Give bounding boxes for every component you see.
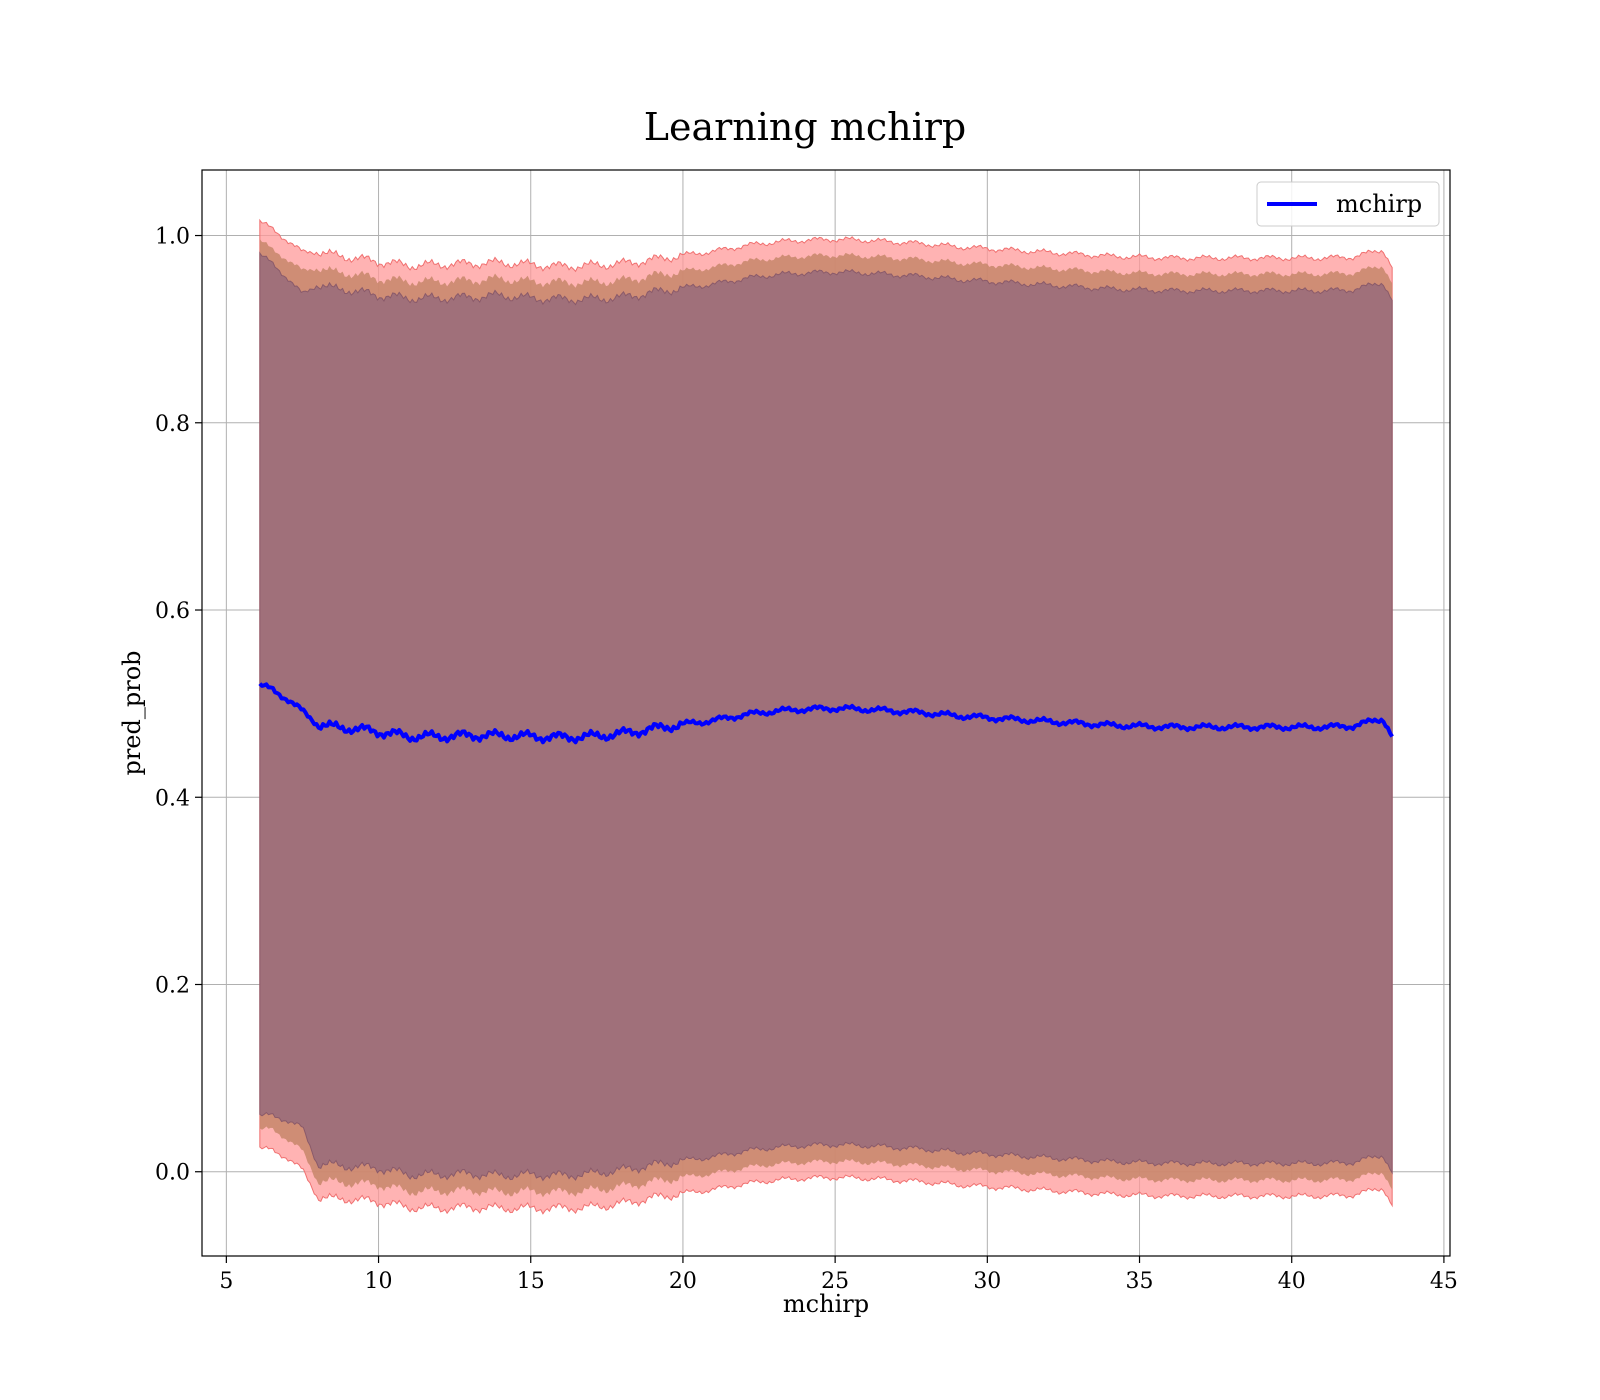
y-tick-label: 0.6 <box>155 599 190 624</box>
y-tick-label: 0.0 <box>155 1161 190 1186</box>
x-tick-label: 30 <box>973 1269 1001 1294</box>
y-tick-label: 1.0 <box>155 225 190 250</box>
confidence-bands <box>259 218 1393 1215</box>
y-axis-label: pred_prob <box>118 650 146 775</box>
y-axis-ticks: 0.0 0.2 0.4 0.6 0.8 1.0 <box>155 225 202 1186</box>
y-tick-label: 0.2 <box>155 974 190 999</box>
series-line-mchirp <box>258 682 1394 745</box>
x-tick-label: 5 <box>219 1269 233 1294</box>
x-axis-label: mchirp <box>783 1290 869 1318</box>
legend-box <box>1256 181 1440 227</box>
x-tick-label: 40 <box>1278 1269 1306 1294</box>
x-tick-label: 20 <box>669 1269 697 1294</box>
series-lines <box>258 682 1394 745</box>
x-tick-label: 35 <box>1126 1269 1154 1294</box>
chart-title: Learning mchirp <box>644 105 966 149</box>
y-tick-label: 0.4 <box>155 786 190 811</box>
x-axis-ticks: 5 10 15 20 25 30 35 40 45 <box>219 1256 1458 1294</box>
plot-frame <box>201 169 1451 1257</box>
y-tick-label: 0.8 <box>155 412 190 437</box>
legend: mchirp <box>1256 181 1440 227</box>
x-tick-label: 10 <box>365 1269 393 1294</box>
x-tick-label: 45 <box>1430 1269 1458 1294</box>
x-tick-label: 15 <box>517 1269 545 1294</box>
legend-label-mchirp: mchirp <box>1336 190 1422 218</box>
x-tick-label: 25 <box>821 1269 849 1294</box>
inner-band <box>259 251 1393 1182</box>
